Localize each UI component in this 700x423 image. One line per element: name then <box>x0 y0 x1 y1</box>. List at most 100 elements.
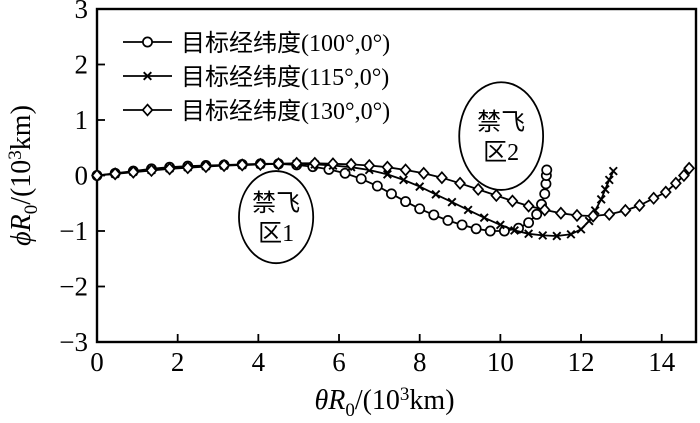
diamond-marker <box>109 167 122 181</box>
diamond-marker <box>254 157 267 172</box>
diamond-marker <box>522 199 535 213</box>
no-fly-zone-label: 禁飞 <box>477 110 525 136</box>
y-tick-label: 2 <box>75 50 89 80</box>
no-fly-zone-label: 区1 <box>258 221 294 247</box>
circle-marker <box>386 188 397 200</box>
legend-label: 目标经纬度(115°,0°) <box>181 64 389 91</box>
y-tick-label: −2 <box>59 272 88 302</box>
x-tick-label: 0 <box>90 347 104 377</box>
x-tick-label: 8 <box>413 347 427 377</box>
x-marker <box>576 224 586 234</box>
x-marker <box>431 189 441 199</box>
diamond-marker <box>363 158 376 173</box>
series-lines <box>91 156 696 241</box>
diamond-marker <box>472 182 485 197</box>
diamond-marker <box>677 168 690 183</box>
diamond-marker <box>417 166 430 180</box>
diamond-marker <box>683 161 696 175</box>
x-axis-label-text: θR0/(103km) <box>314 384 454 421</box>
legend: 目标经纬度(100°,0°) 目标经纬度(115°,0°) 目标经纬度(130°,0… <box>123 30 390 125</box>
diamond-marker <box>399 163 412 177</box>
x-marker <box>463 205 473 215</box>
diamond-marker <box>454 176 466 190</box>
x-marker <box>415 182 425 192</box>
circle-marker <box>531 208 543 220</box>
y-tick-label: −1 <box>59 216 88 246</box>
y-axis-ticks: −3 −2 −1 0 1 2 3 <box>59 0 105 357</box>
diamond-marker <box>199 159 212 174</box>
circle-marker <box>400 196 412 208</box>
x-marker <box>552 231 562 241</box>
diamond-marker <box>633 198 646 213</box>
diamond-marker <box>571 208 583 223</box>
y-axis-label-text: ϕR0/(103km) <box>5 105 42 246</box>
circle-marker <box>442 215 454 226</box>
x-marker <box>604 175 614 185</box>
circle-marker <box>470 223 482 235</box>
diamond-marker <box>538 203 551 217</box>
x-tick-label: 4 <box>252 347 266 377</box>
circle-marker <box>541 164 553 176</box>
circle-marker <box>523 217 535 229</box>
y-tick-label: −3 <box>59 327 88 357</box>
diamond-marker <box>218 158 230 173</box>
x-marker <box>524 229 534 239</box>
series-line <box>96 162 615 237</box>
no-fly-zone-ellipse <box>238 170 315 265</box>
circle-marker <box>484 225 496 237</box>
circle-marker <box>414 203 426 215</box>
x-marker <box>600 184 610 194</box>
diamond-marker <box>163 162 176 176</box>
circle-marker <box>539 188 551 200</box>
x-marker <box>479 213 489 223</box>
x-axis-label: θR0/(103km) <box>314 384 454 421</box>
x-tick-label: 14 <box>648 347 676 377</box>
diamond-marker <box>141 103 154 117</box>
x-tick-label: 12 <box>568 347 595 377</box>
x-marker <box>566 229 576 239</box>
diamond-marker <box>619 203 632 218</box>
no-fly-zone-label: 禁飞 <box>252 191 300 217</box>
diamond-marker <box>490 188 503 203</box>
diamond-marker <box>669 176 682 190</box>
diamond-marker <box>91 168 103 183</box>
diamond-marker <box>587 209 600 223</box>
diamond-marker <box>127 165 140 179</box>
x-marker <box>382 169 392 179</box>
diamond-marker <box>506 194 519 208</box>
diamond-marker <box>345 157 358 172</box>
diamond-marker <box>308 156 321 170</box>
diamond-marker <box>554 206 567 220</box>
no-fly-zone-label: 区2 <box>483 140 519 166</box>
circle-marker <box>456 219 468 231</box>
diamond-marker <box>327 157 339 171</box>
x-marker <box>399 175 409 185</box>
x-tick-label: 2 <box>171 347 185 377</box>
diamond-marker <box>236 158 249 172</box>
x-marker <box>538 230 548 240</box>
circle-marker <box>355 173 367 185</box>
no-fly-zone-ellipse <box>458 81 545 191</box>
legend-label: 目标经纬度(100°,0°) <box>181 30 390 57</box>
series <box>91 156 696 223</box>
x-marker <box>510 225 519 235</box>
diamond-marker <box>435 171 448 185</box>
x-marker <box>596 194 606 204</box>
diamond-marker <box>381 160 394 174</box>
circle-marker <box>371 180 383 192</box>
x-tick-label: 10 <box>487 347 514 377</box>
diamond-marker <box>290 156 303 170</box>
circle-marker <box>428 209 440 221</box>
x-marker <box>447 197 457 207</box>
legend-label: 目标经纬度(130°,0°) <box>181 98 390 125</box>
x-axis-ticks: 0 2 4 6 8 10 12 14 <box>90 334 676 377</box>
diamond-marker <box>181 161 194 175</box>
diamond-marker <box>603 207 616 222</box>
legend-item: 目标经纬度(100°,0°) <box>123 30 390 57</box>
legend-item: 目标经纬度(115°,0°) <box>123 64 389 91</box>
y-tick-label: 3 <box>75 0 89 24</box>
circle-marker <box>142 36 153 48</box>
